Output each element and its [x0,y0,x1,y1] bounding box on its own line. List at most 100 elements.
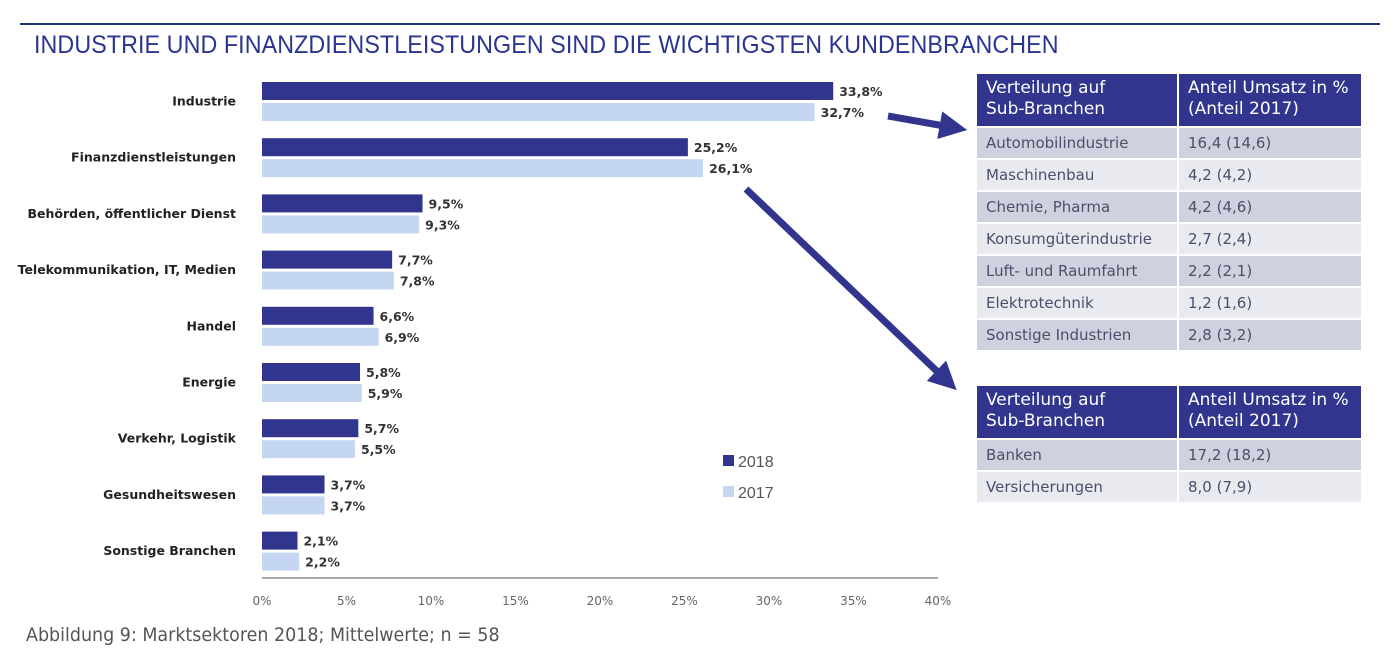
subsector-name: Luft- und Raumfahrt [977,256,1177,286]
legend: 2018 2017 [723,454,774,502]
bar-2017 [262,496,325,515]
data-label-2017: 9,3% [425,217,460,232]
bar-2018 [262,194,423,213]
data-label-2018: 33,8% [839,84,883,99]
header-subsector: Verteilung auf Sub-Branchen [977,386,1177,438]
x-tick-label: 0% [252,594,271,608]
data-label-2018: 2,1% [303,534,338,549]
page-title: INDUSTRIE UND FINANZDIENSTLEISTUNGEN SIN… [34,31,1059,59]
table-row: Konsumgüterindustrie 2,7 (2,4) [977,224,1361,254]
table-row: Maschinenbau 4,2 (4,2) [977,160,1361,190]
legend-swatch-2017 [723,486,734,497]
x-tick-label: 15% [502,594,529,608]
subsector-name: Maschinenbau [977,160,1177,190]
table-row: Banken 17,2 (18,2) [977,440,1361,470]
bar-2017 [262,552,300,571]
bars-group: Industrie 33,8% 32,7% Finanzdienstleistunge… [18,82,883,571]
legend-label-2018: 2018 [738,454,774,471]
x-axis: 0% 5% 10% 15% 20% 25% 30% 35% 40% [252,577,952,608]
data-label-2017: 5,9% [368,386,403,401]
bar-2018 [262,250,393,269]
subsector-name: Elektrotechnik [977,288,1177,318]
table-row: Luft- und Raumfahrt 2,2 (2,1) [977,256,1361,286]
subsector-share: 17,2 (18,2) [1179,440,1361,470]
legend-label-2017: 2017 [738,485,774,502]
data-label-2018: 3,7% [331,477,366,492]
category-label: Sonstige Branchen [103,543,236,558]
category-label: Behörden, öffentlicher Dienst [28,206,236,221]
subsector-name: Sonstige Industrien [977,320,1177,350]
data-label-2018: 6,6% [380,309,415,324]
table-row: Automobilindustrie 16,4 (14,6) [977,128,1361,158]
subsector-share: 2,8 (3,2) [1179,320,1361,350]
subsector-name: Automobilindustrie [977,128,1177,158]
bar-2018 [262,138,688,157]
category-label: Verkehr, Logistik [118,431,237,446]
header-share: Anteil Umsatz in % (Anteil 2017) [1179,386,1361,438]
x-tick-label: 20% [587,594,614,608]
header-share: Anteil Umsatz in % (Anteil 2017) [1179,74,1361,126]
bar-2017 [262,103,815,121]
subsector-share: 2,2 (2,1) [1179,256,1361,286]
table-header-row: Verteilung auf Sub-Branchen Anteil Umsatz… [977,386,1361,438]
legend-swatch-2018 [723,455,734,466]
category-label: Industrie [172,94,236,109]
category-label: Finanzdienstleistungen [71,150,236,165]
data-label-2017: 7,8% [400,274,435,289]
data-label-2017: 5,5% [361,442,396,457]
x-tick-label: 25% [671,594,698,608]
data-label-2018: 7,7% [398,253,433,268]
category-label: Handel [186,318,236,333]
bar-2018 [262,363,361,381]
table-row: Elektrotechnik 1,2 (1,6) [977,288,1361,318]
subsector-name: Konsumgüterindustrie [977,224,1177,254]
bar-2018 [262,531,298,550]
table-header-row: Verteilung auf Sub-Branchen Anteil Umsatz… [977,74,1361,126]
x-tick-label: 5% [337,594,356,608]
subsector-name: Banken [977,440,1177,470]
x-tick-label: 10% [418,594,445,608]
finance-subsector-table: Verteilung auf Sub-Branchen Anteil Umsatz… [975,384,1363,504]
subsector-name: Chemie, Pharma [977,192,1177,222]
data-label-2017: 6,9% [385,330,420,345]
x-tick-label: 40% [925,594,952,608]
category-label: Energie [182,375,236,390]
table-row: Versicherungen 8,0 (7,9) [977,472,1361,502]
arrow-to-finance-table [743,186,957,391]
data-label-2017: 32,7% [821,105,865,120]
subsector-share: 4,2 (4,6) [1179,192,1361,222]
bar-2018 [262,82,834,100]
data-label-2018: 5,7% [364,421,399,436]
subsector-name: Versicherungen [977,472,1177,502]
arrow-to-industry-table [887,111,968,139]
bar-2017 [262,384,362,402]
bar-2017 [262,215,420,234]
x-tick-label: 35% [840,594,867,608]
data-label-2018: 9,5% [429,196,464,211]
subsector-share: 1,2 (1,6) [1179,288,1361,318]
data-label-2017: 26,1% [709,161,753,176]
x-tick-label: 30% [756,594,783,608]
bar-2017 [262,440,355,459]
subsector-share: 2,7 (2,4) [1179,224,1361,254]
category-label: Telekommunikation, IT, Medien [18,262,236,277]
table-row: Chemie, Pharma 4,2 (4,6) [977,192,1361,222]
bar-2018 [262,419,359,438]
table-row: Sonstige Industrien 2,8 (3,2) [977,320,1361,350]
bar-2017 [262,271,394,290]
data-label-2017: 3,7% [331,498,366,513]
header-subsector: Verteilung auf Sub-Branchen [977,74,1177,126]
bar-2017 [262,327,379,346]
data-label-2018: 25,2% [694,140,738,155]
data-label-2017: 2,2% [305,555,340,570]
category-label: Gesundheitswesen [103,487,236,502]
top-rule [20,23,1380,25]
bar-2017 [262,159,704,178]
subsector-share: 16,4 (14,6) [1179,128,1361,158]
subsector-share: 4,2 (4,2) [1179,160,1361,190]
figure-caption: Abbildung 9: Marktsektoren 2018; Mittelw… [26,624,500,646]
data-label-2018: 5,8% [366,365,401,380]
bar-2018 [262,475,325,494]
bar-2018 [262,306,374,325]
